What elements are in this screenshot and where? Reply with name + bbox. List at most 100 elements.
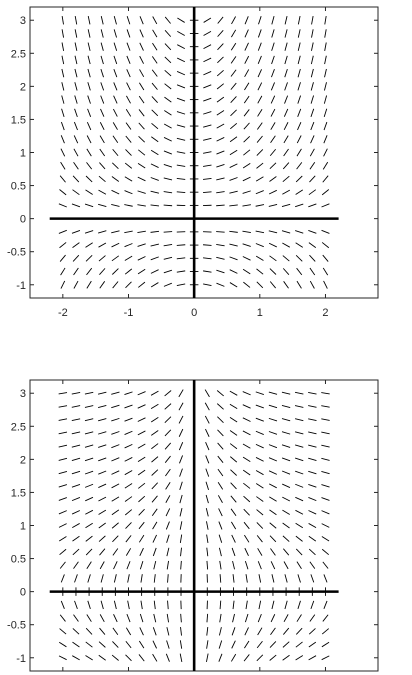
field-segment (243, 135, 251, 143)
field-segment (205, 481, 209, 491)
field-segment (282, 242, 291, 248)
field-segment (72, 628, 80, 635)
field-segment (99, 548, 106, 556)
field-segment (216, 69, 224, 77)
field-segment (243, 122, 250, 130)
field-segment (165, 495, 171, 503)
field-segment (308, 457, 317, 461)
y-tick-label: 2.5 (11, 48, 26, 60)
field-segment (139, 16, 144, 25)
field-segment (282, 509, 290, 515)
field-segment (203, 84, 212, 89)
field-segment (176, 164, 186, 167)
field-segment (163, 150, 172, 155)
field-segment (72, 655, 80, 661)
field-segment (137, 176, 146, 182)
field-segment (242, 430, 251, 436)
field-segment (255, 470, 264, 476)
field-segment (111, 457, 120, 462)
field-segment (203, 244, 212, 246)
field-segment (321, 510, 330, 515)
field-segment (98, 654, 106, 661)
field-segment (322, 267, 329, 276)
field-segment (98, 444, 107, 448)
field-segment (98, 189, 107, 195)
field-segment (163, 204, 173, 207)
field-segment (308, 189, 317, 196)
field-segment (61, 95, 65, 104)
field-segment (282, 522, 290, 529)
field-segment (255, 443, 264, 449)
field-segment (230, 96, 237, 104)
field-segment (205, 455, 210, 464)
field-segment (244, 640, 250, 649)
field-segment (125, 535, 132, 543)
field-segment (72, 535, 80, 542)
field-segment (99, 122, 105, 131)
field-segment (125, 281, 132, 289)
field-segment (271, 600, 275, 610)
y-tick-label: 3 (20, 388, 26, 400)
field-segment (85, 548, 93, 556)
field-segment (310, 68, 314, 78)
field-segment (176, 257, 186, 260)
field-segment (244, 627, 249, 636)
field-segment (230, 521, 237, 530)
field-segment (85, 496, 94, 502)
field-segment (284, 600, 288, 610)
field-segment (269, 496, 277, 502)
field-segment (243, 521, 250, 530)
field-segment (166, 640, 170, 649)
field-segment (166, 547, 170, 557)
x-tick-label: -2 (58, 307, 68, 319)
field-segment (71, 470, 81, 475)
field-segment (98, 496, 107, 502)
field-segment (308, 392, 317, 395)
field-segment (85, 509, 94, 515)
field-segment (87, 55, 91, 65)
field-segment (86, 135, 92, 144)
field-segment (230, 122, 238, 130)
field-segment (322, 614, 329, 622)
field-segment (100, 68, 104, 78)
field-segment (244, 16, 249, 25)
field-segment (59, 189, 67, 196)
field-segment (98, 470, 107, 475)
field-segment (124, 417, 133, 422)
field-segment (308, 510, 317, 515)
y-tick-label: 0 (20, 587, 26, 599)
field-segment (242, 417, 251, 422)
field-segment (58, 471, 68, 475)
field-segment (98, 535, 106, 542)
field-segment (203, 177, 212, 180)
field-segment (270, 108, 276, 117)
field-segment (74, 95, 78, 104)
field-segment (58, 523, 67, 528)
field-segment (84, 431, 94, 435)
field-segment (71, 203, 81, 208)
field-segment (295, 175, 303, 183)
field-segment (124, 176, 133, 182)
field-segment (99, 614, 105, 623)
field-segment (321, 418, 330, 421)
field-segment (282, 175, 290, 183)
field-segment (111, 268, 119, 275)
field-segment (111, 189, 120, 195)
field-segment (217, 29, 224, 37)
field-segment (138, 534, 145, 543)
field-segment (153, 560, 157, 570)
field-segment (216, 256, 225, 260)
field-segment (166, 613, 169, 623)
field-segment (139, 55, 144, 64)
field-segment (179, 653, 183, 663)
field-segment (283, 108, 289, 117)
field-segment (113, 614, 118, 623)
field-segment (100, 108, 105, 117)
field-segment (150, 390, 159, 396)
field-segment (58, 203, 67, 208)
field-segment (87, 82, 91, 91)
field-segment (167, 600, 169, 610)
field-segment (229, 177, 238, 181)
field-segment (163, 256, 173, 260)
x-tick-label: 0 (191, 307, 197, 319)
